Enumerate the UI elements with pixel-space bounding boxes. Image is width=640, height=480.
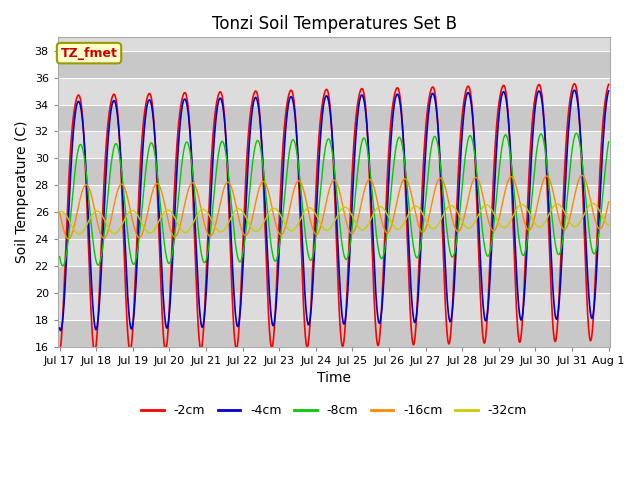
-32cm (310, 209, 318, 215)
Line: -8cm: -8cm (60, 133, 609, 266)
-32cm (605, 223, 612, 228)
Bar (58, 78, 611, 105)
-2cm (310, 238, 317, 243)
-2cm (300, 310, 308, 316)
-16cm (300, 190, 308, 196)
Line: -16cm: -16cm (60, 175, 609, 239)
-4cm (369, 223, 376, 228)
Y-axis label: Soil Temperature (C): Soil Temperature (C) (15, 121, 29, 263)
-32cm (99, 213, 106, 219)
-16cm (369, 180, 376, 186)
-8cm (300, 222, 308, 228)
-32cm (56, 209, 63, 215)
-32cm (589, 201, 596, 206)
-16cm (121, 185, 129, 191)
-4cm (571, 87, 579, 93)
Bar (58, 132, 611, 158)
Bar (58, 105, 611, 132)
-2cm (289, 90, 296, 96)
-16cm (56, 209, 63, 215)
-4cm (57, 328, 65, 334)
-4cm (605, 88, 612, 94)
-16cm (289, 191, 297, 197)
-32cm (75, 231, 83, 237)
-16cm (605, 199, 612, 204)
-16cm (99, 235, 106, 240)
Bar (58, 266, 611, 293)
Bar (58, 158, 611, 185)
-8cm (369, 192, 376, 198)
Bar (58, 320, 611, 347)
-2cm (56, 349, 63, 355)
-2cm (571, 81, 579, 86)
-8cm (310, 247, 318, 252)
-32cm (300, 209, 308, 215)
Line: -4cm: -4cm (60, 90, 609, 331)
Line: -2cm: -2cm (60, 84, 609, 352)
-4cm (310, 255, 318, 261)
-8cm (59, 263, 67, 269)
X-axis label: Time: Time (317, 372, 351, 385)
-32cm (121, 216, 129, 222)
-8cm (121, 201, 129, 207)
-8cm (289, 137, 297, 143)
-2cm (368, 243, 376, 249)
-16cm (579, 172, 586, 178)
-32cm (369, 213, 376, 219)
-2cm (99, 222, 106, 228)
Bar (58, 239, 611, 266)
-8cm (99, 246, 106, 252)
-2cm (605, 82, 612, 87)
-4cm (56, 325, 63, 331)
Bar (58, 185, 611, 212)
-4cm (99, 243, 106, 249)
Bar (58, 293, 611, 320)
Bar (58, 51, 611, 78)
Text: TZ_fmet: TZ_fmet (61, 47, 118, 60)
Line: -32cm: -32cm (60, 204, 609, 234)
-4cm (289, 98, 297, 104)
-4cm (121, 236, 129, 242)
Legend: -2cm, -4cm, -8cm, -16cm, -32cm: -2cm, -4cm, -8cm, -16cm, -32cm (136, 399, 532, 422)
-4cm (300, 280, 308, 286)
-8cm (573, 130, 580, 136)
-16cm (310, 229, 318, 235)
Title: Tonzi Soil Temperatures Set B: Tonzi Soil Temperatures Set B (212, 15, 456, 33)
-16cm (65, 236, 72, 242)
-2cm (120, 258, 128, 264)
Bar (58, 212, 611, 239)
-8cm (56, 254, 63, 260)
-32cm (289, 228, 297, 233)
-8cm (605, 139, 612, 145)
